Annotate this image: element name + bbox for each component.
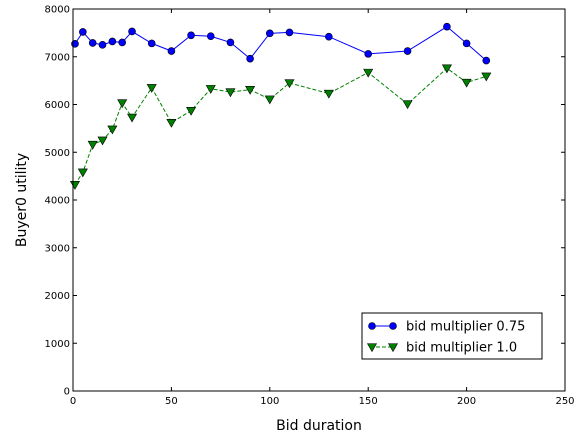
data-point — [98, 41, 107, 49]
y-tick-label: 7000 — [45, 52, 70, 63]
data-point — [364, 50, 373, 58]
legend-item: bid multiplier 1.0 — [366, 341, 517, 356]
y-tick-label: 6000 — [45, 100, 70, 111]
data-point — [167, 47, 176, 55]
data-point — [127, 113, 138, 123]
data-point — [285, 28, 294, 37]
y-tick-label: 4000 — [45, 196, 70, 207]
data-point — [264, 95, 275, 105]
legend-label: bid multiplier 1.0 — [406, 341, 517, 356]
data-point — [325, 32, 333, 41]
data-point — [206, 32, 215, 41]
data-point — [87, 140, 98, 150]
x-tick-label: 250 — [555, 396, 574, 407]
data-point — [128, 27, 136, 36]
x-tick-label: 50 — [165, 396, 178, 407]
series-layer — [69, 22, 492, 190]
data-point — [462, 39, 471, 48]
data-point — [402, 100, 413, 110]
data-point — [363, 68, 374, 78]
data-point — [97, 136, 108, 146]
data-point — [88, 39, 97, 47]
y-tick-label: 0 — [64, 387, 70, 398]
data-point — [265, 29, 274, 38]
data-point — [147, 39, 156, 48]
data-point — [118, 38, 126, 47]
x-tick-label: 100 — [260, 396, 279, 407]
x-axis-label: Bid duration — [276, 418, 362, 434]
data-point — [108, 37, 117, 46]
legend-marker — [368, 322, 376, 330]
x-tick-label: 200 — [457, 396, 476, 407]
legend-marker — [366, 343, 378, 353]
data-point — [226, 38, 235, 47]
data-point — [79, 28, 87, 36]
y-axis-label: Buyer0 utility — [14, 153, 30, 247]
data-point — [461, 78, 472, 88]
legend-item: bid multiplier 0.75 — [368, 320, 525, 335]
data-point — [187, 31, 195, 40]
data-point — [481, 72, 492, 82]
data-point — [117, 99, 128, 109]
legend-box — [361, 312, 543, 360]
data-point — [69, 181, 80, 190]
x-tick-label: 150 — [359, 396, 378, 407]
y-tick-label: 2000 — [45, 291, 70, 302]
legend-label: bid multiplier 0.75 — [406, 320, 525, 335]
y-tick-label: 1000 — [45, 339, 70, 350]
series-2 — [69, 64, 492, 190]
legend: bid multiplier 0.75 bid multiplier 1.0 — [361, 312, 543, 360]
data-point — [225, 88, 236, 98]
y-axis-ticks: 0 1000 2000 3000 4000 5000 6000 7000 8000 — [45, 5, 565, 398]
data-point — [284, 79, 295, 89]
legend-marker — [387, 343, 399, 353]
data-point — [77, 168, 88, 178]
data-point — [245, 86, 256, 95]
data-point — [441, 64, 452, 74]
x-axis-ticks: 0 50 100 150 200 250 — [70, 9, 575, 407]
y-tick-label: 5000 — [45, 148, 70, 159]
x-tick-label: 0 — [70, 396, 76, 407]
data-point — [323, 89, 334, 99]
data-point — [246, 54, 254, 63]
series-line — [74, 26, 487, 61]
data-point — [482, 56, 491, 65]
data-point — [186, 107, 197, 116]
data-point — [107, 125, 118, 135]
legend-marker — [389, 322, 397, 330]
series-line — [74, 67, 487, 185]
data-point — [403, 47, 412, 55]
series-1 — [71, 22, 491, 65]
data-point — [443, 22, 451, 31]
data-point — [146, 84, 157, 93]
y-tick-label: 3000 — [45, 243, 70, 254]
data-point — [166, 118, 177, 128]
data-point — [205, 85, 216, 94]
y-tick-label: 8000 — [45, 5, 70, 16]
